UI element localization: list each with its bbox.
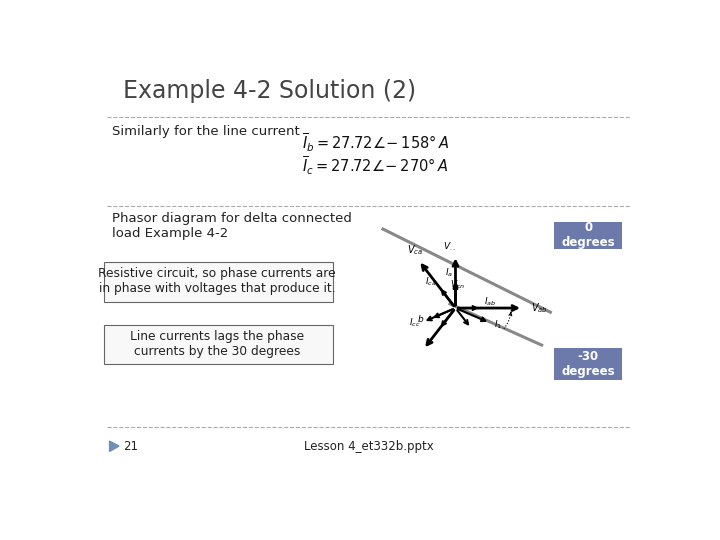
- FancyBboxPatch shape: [104, 325, 333, 364]
- Text: $V_{ca}$: $V_{ca}$: [408, 244, 423, 257]
- Text: Lesson 4_et332b.pptx: Lesson 4_et332b.pptx: [304, 440, 434, 453]
- Text: $I_{ab}$: $I_{ab}$: [485, 296, 497, 308]
- Text: $\overline{I}_c = 27.72\angle\!-270°\,A$: $\overline{I}_c = 27.72\angle\!-270°\,A$: [302, 154, 449, 177]
- FancyBboxPatch shape: [554, 221, 622, 249]
- FancyBboxPatch shape: [554, 348, 622, 380]
- Text: $I_{ca}$: $I_{ca}$: [425, 275, 436, 288]
- Text: $I_1$: $I_1$: [495, 318, 503, 330]
- Text: $V_{..}$: $V_{..}$: [444, 241, 456, 253]
- Text: Resistive circuit, so phase currents are
in phase with voltages that produce it.: Resistive circuit, so phase currents are…: [99, 267, 336, 295]
- Text: -30
degrees: -30 degrees: [562, 350, 615, 378]
- Text: Example 4-2 Solution (2): Example 4-2 Solution (2): [124, 79, 417, 103]
- Text: b: b: [418, 315, 423, 325]
- Text: Line currents lags the phase
currents by the 30 degrees: Line currents lags the phase currents by…: [130, 330, 305, 358]
- Text: 21: 21: [124, 440, 138, 453]
- Text: 0
degrees: 0 degrees: [562, 221, 615, 249]
- Text: Phasor diagram for delta connected
load Example 4-2: Phasor diagram for delta connected load …: [112, 212, 352, 240]
- Text: $I_a$: $I_a$: [446, 267, 454, 279]
- Text: $I_{cc}$: $I_{cc}$: [409, 316, 420, 329]
- Polygon shape: [109, 441, 119, 451]
- Text: $V_{ab}$: $V_{ab}$: [531, 301, 548, 315]
- Text: $\overline{I}_b = 27.72\angle\!-158°\,A$: $\overline{I}_b = 27.72\angle\!-158°\,A$: [302, 131, 449, 154]
- FancyBboxPatch shape: [104, 262, 333, 302]
- Text: Similarly for the line current: Similarly for the line current: [112, 125, 300, 138]
- Text: $V_{cn}$: $V_{cn}$: [450, 279, 465, 291]
